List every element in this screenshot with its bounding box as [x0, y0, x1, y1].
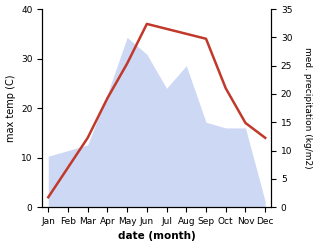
Y-axis label: max temp (C): max temp (C): [5, 74, 16, 142]
Y-axis label: med. precipitation (kg/m2): med. precipitation (kg/m2): [303, 47, 313, 169]
X-axis label: date (month): date (month): [118, 231, 196, 242]
